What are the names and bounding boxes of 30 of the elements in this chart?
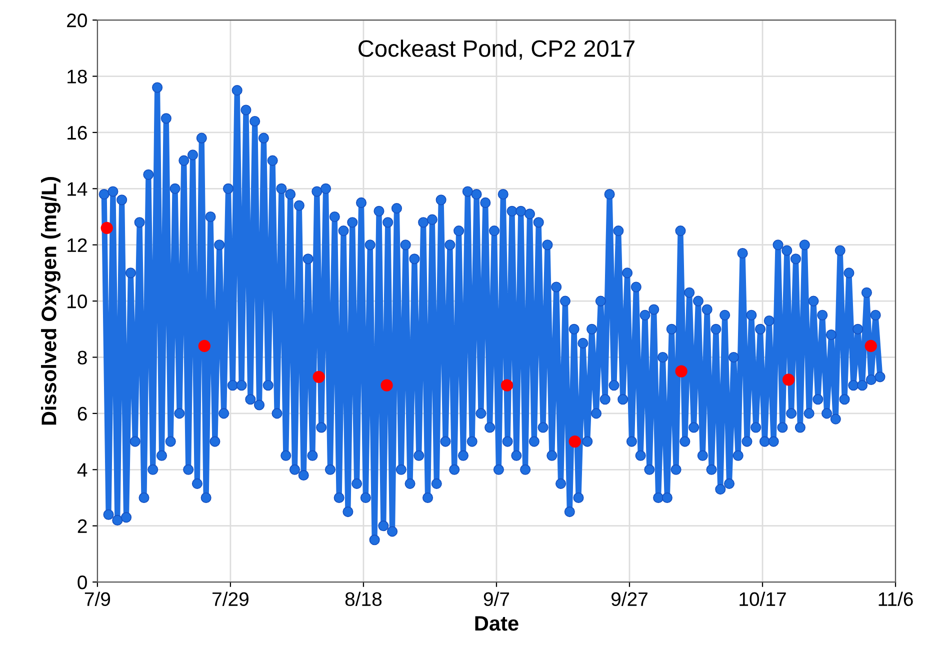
- text: Cockeast Pond, CP2 2017: [358, 40, 634, 60]
- y-tick-label: 16: [68, 126, 87, 140]
- point: [312, 370, 325, 383]
- x-tick-label: 9/7: [484, 592, 510, 606]
- x-tick-label: 8/18: [345, 592, 382, 606]
- point: [675, 365, 688, 378]
- x-tick-label: 11/6: [878, 592, 913, 606]
- x-tick-label: 9/27: [611, 592, 648, 606]
- x-tick-label: 7/29: [212, 592, 248, 606]
- y-tick-label: 18: [68, 70, 87, 84]
- x-tick-label: 10/17: [740, 592, 786, 606]
- y-tick-label: 6: [78, 406, 87, 421]
- point: [198, 340, 210, 352]
- y-tick-label: 0: [78, 576, 87, 590]
- y-tick-label: 14: [68, 182, 88, 196]
- y-tick-label: 8: [78, 350, 87, 364]
- y-tick-label: 12: [68, 238, 87, 252]
- x-tick-label: 7/9: [84, 592, 110, 606]
- y-tick-label: 20: [67, 14, 87, 28]
- point: [380, 379, 393, 392]
- y-tick-label: 2: [78, 519, 87, 533]
- point: [568, 435, 581, 448]
- point: [864, 340, 877, 352]
- x-axis-title: Date: [475, 616, 518, 631]
- point: [500, 379, 514, 392]
- point: [782, 374, 795, 386]
- point: [100, 222, 113, 234]
- y-tick-label: 4: [77, 463, 88, 477]
- y-axis-title: Dissolved Oxygen (mg/L): [41, 177, 61, 425]
- y-tick-label: 10: [68, 294, 87, 308]
